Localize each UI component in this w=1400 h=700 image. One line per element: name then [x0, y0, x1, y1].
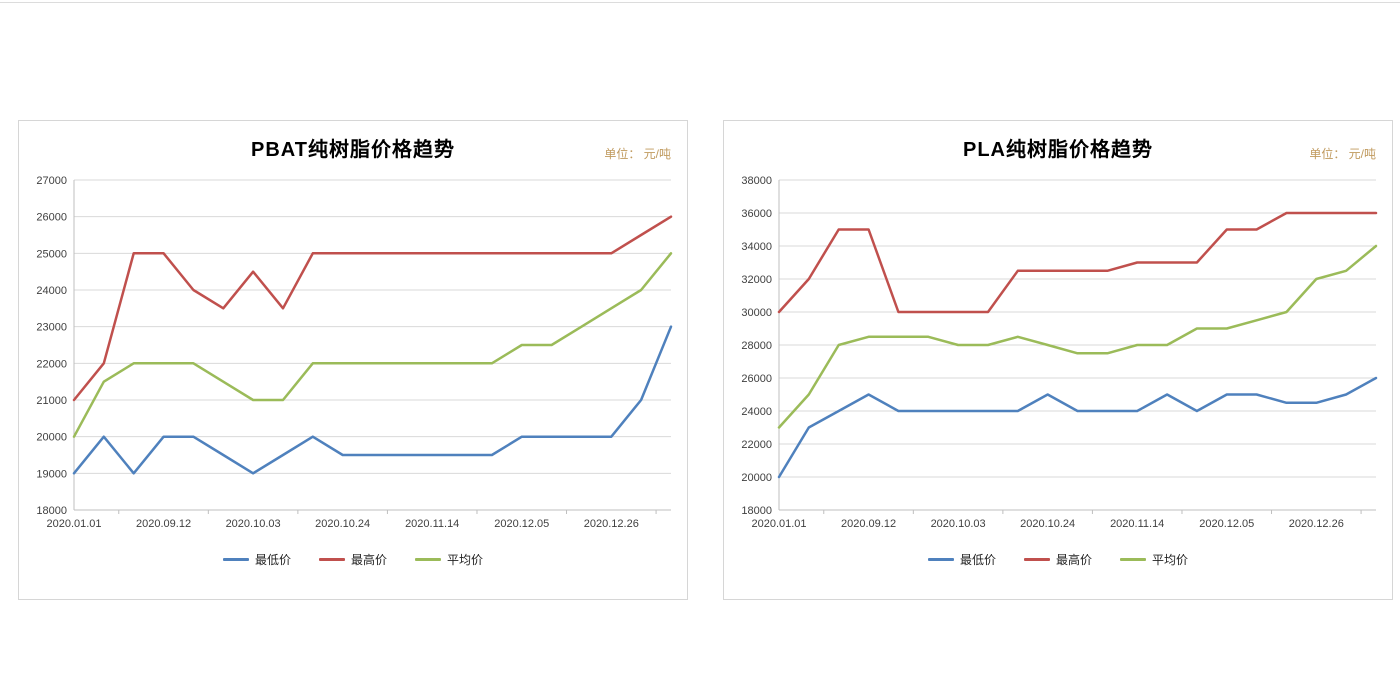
pla-chart-canvas: 18000 20000 22000 24000 26000 28000 30000 32000… — [741, 175, 1378, 530]
svg-text:2020.12.05: 2020.12.05 — [494, 518, 549, 530]
legend-item-lowest: 最低价 — [927, 551, 996, 568]
svg-text:23000: 23000 — [36, 322, 67, 334]
highest-line-swatch — [318, 558, 345, 561]
svg-text:26000: 26000 — [36, 212, 67, 224]
svg-text:2020.10.03: 2020.10.03 — [931, 518, 986, 530]
svg-text:24000: 24000 — [741, 406, 772, 418]
legend-label-highest: 最高价 — [1055, 553, 1092, 567]
svg-text:18000: 18000 — [36, 505, 67, 517]
legend-item-highest: 最高价 — [318, 551, 387, 568]
pbat-unit-label: 单位： 元/吨 — [604, 147, 671, 161]
legend-label-lowest: 最低价 — [959, 553, 996, 567]
svg-text:22000: 22000 — [36, 358, 67, 370]
svg-text:38000: 38000 — [741, 175, 772, 187]
svg-text:2020.11.14: 2020.11.14 — [1110, 518, 1164, 530]
legend-label-highest: 最高价 — [350, 553, 387, 567]
svg-text:2020.01.01: 2020.01.01 — [46, 518, 101, 530]
svg-text:32000: 32000 — [741, 274, 772, 286]
svg-text:22000: 22000 — [741, 439, 772, 451]
pbat-chart-panel: PBAT纯树脂价格趋势 单位： 元/吨 18000 19000 20000 21000… — [18, 120, 688, 600]
svg-text:2020.10.24: 2020.10.24 — [1020, 518, 1075, 530]
pla-chart-title: PLA纯树脂价格趋势 — [963, 139, 1153, 161]
svg-text:2020.09.12: 2020.09.12 — [136, 518, 191, 530]
legend-item-average: 平均价 — [1120, 551, 1188, 568]
lowest-line-swatch — [927, 558, 954, 561]
svg-text:24000: 24000 — [36, 285, 67, 297]
top-divider-line — [0, 2, 1400, 3]
svg-text:2020.12.05: 2020.12.05 — [1199, 518, 1254, 530]
average-line-swatch — [415, 558, 441, 561]
svg-text:18000: 18000 — [741, 505, 772, 517]
legend-item-average: 平均价 — [415, 551, 483, 568]
svg-text:20000: 20000 — [741, 472, 772, 484]
legend-label-lowest: 最低价 — [254, 553, 291, 567]
legend-label-average: 平均价 — [1152, 553, 1189, 567]
svg-text:2020.10.03: 2020.10.03 — [226, 518, 281, 530]
pla-chart-legend: 最低价 最高价 平均价 — [724, 551, 1392, 568]
pla-unit-label: 单位： 元/吨 — [1309, 147, 1376, 161]
svg-text:2020.11.14: 2020.11.14 — [405, 518, 459, 530]
svg-text:27000: 27000 — [36, 175, 67, 187]
svg-text:21000: 21000 — [36, 395, 67, 407]
legend-label-average: 平均价 — [447, 553, 484, 567]
svg-text:28000: 28000 — [741, 340, 772, 352]
lowest-line-swatch — [222, 558, 249, 561]
svg-text:30000: 30000 — [741, 307, 772, 319]
highest-line-swatch — [1023, 558, 1050, 561]
pla-chart-panel: PLA纯树脂价格趋势 单位： 元/吨 18000 20000 22000 24000 2… — [723, 120, 1393, 600]
svg-text:25000: 25000 — [36, 248, 67, 260]
pbat-chart-canvas: 18000 19000 20000 21000 22000 23000 24000 25000… — [36, 175, 673, 530]
svg-text:26000: 26000 — [741, 373, 772, 385]
legend-item-lowest: 最低价 — [222, 551, 291, 568]
pbat-chart-legend: 最低价 最高价 平均价 — [19, 551, 687, 568]
svg-text:19000: 19000 — [36, 468, 67, 480]
pbat-chart-title: PBAT纯树脂价格趋势 — [251, 139, 455, 161]
average-line-swatch — [1120, 558, 1146, 561]
svg-text:36000: 36000 — [741, 208, 772, 220]
svg-text:2020.01.01: 2020.01.01 — [751, 518, 806, 530]
svg-text:2020.12.26: 2020.12.26 — [584, 518, 639, 530]
legend-item-highest: 最高价 — [1023, 551, 1092, 568]
svg-text:2020.12.26: 2020.12.26 — [1289, 518, 1344, 530]
svg-text:20000: 20000 — [36, 432, 67, 444]
svg-text:34000: 34000 — [741, 241, 772, 253]
svg-text:2020.10.24: 2020.10.24 — [315, 518, 370, 530]
svg-text:2020.09.12: 2020.09.12 — [841, 518, 896, 530]
